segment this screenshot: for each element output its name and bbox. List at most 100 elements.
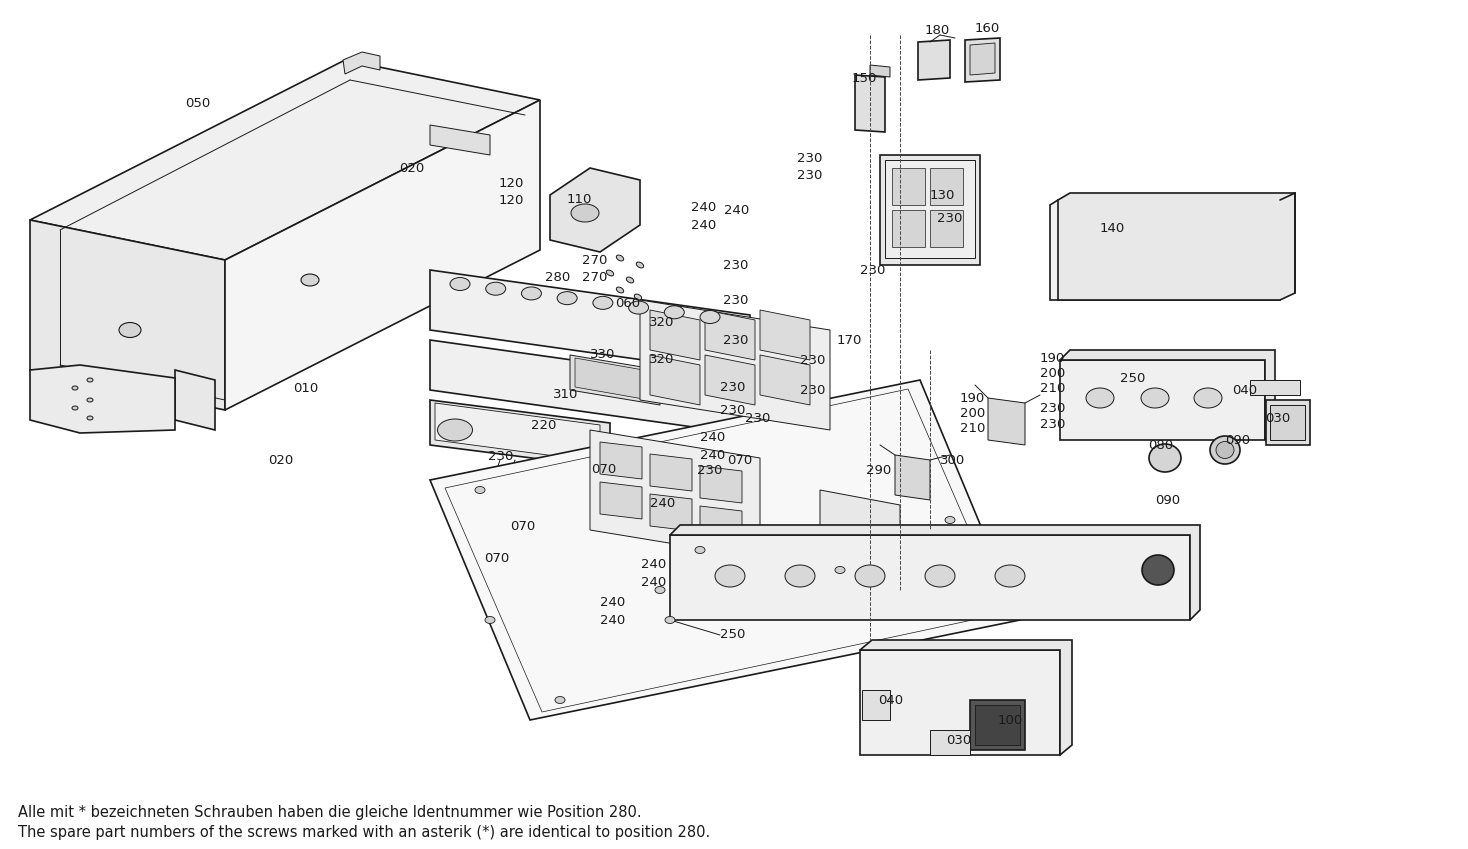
Text: 040: 040 — [878, 694, 903, 706]
Text: 230: 230 — [724, 258, 749, 272]
Polygon shape — [430, 380, 1020, 720]
Text: 250: 250 — [1120, 372, 1145, 385]
Polygon shape — [975, 705, 1020, 745]
Polygon shape — [931, 730, 970, 755]
Polygon shape — [344, 52, 380, 74]
Ellipse shape — [1210, 436, 1240, 464]
Ellipse shape — [627, 277, 634, 283]
Text: 230: 230 — [800, 384, 825, 396]
Polygon shape — [175, 370, 214, 430]
Polygon shape — [29, 220, 225, 410]
Polygon shape — [760, 310, 810, 360]
Text: 050: 050 — [185, 97, 210, 110]
Polygon shape — [225, 100, 540, 410]
Polygon shape — [885, 160, 975, 258]
Text: 230: 230 — [800, 353, 825, 367]
Ellipse shape — [854, 565, 885, 587]
Ellipse shape — [636, 262, 643, 268]
Text: 150: 150 — [851, 71, 878, 85]
Text: 320: 320 — [649, 352, 674, 366]
Text: 230: 230 — [744, 412, 771, 424]
Text: The spare part numbers of the screws marked with an asterik (*) are identical to: The spare part numbers of the screws mar… — [18, 825, 711, 841]
Text: 120: 120 — [499, 177, 524, 189]
Text: 080: 080 — [1148, 438, 1173, 452]
Ellipse shape — [785, 565, 815, 587]
Text: 290: 290 — [866, 464, 891, 476]
Text: 320: 320 — [649, 316, 674, 329]
Polygon shape — [879, 155, 981, 265]
Polygon shape — [918, 40, 950, 80]
Polygon shape — [760, 355, 810, 405]
Text: 200: 200 — [1039, 367, 1066, 380]
Text: 210: 210 — [960, 421, 985, 435]
Polygon shape — [430, 125, 490, 155]
Text: 130: 130 — [931, 188, 956, 201]
Text: 070: 070 — [509, 520, 536, 532]
Polygon shape — [931, 210, 963, 247]
Polygon shape — [862, 690, 890, 720]
Ellipse shape — [571, 204, 599, 222]
Polygon shape — [1060, 350, 1276, 440]
Polygon shape — [893, 210, 925, 247]
Text: 170: 170 — [837, 334, 862, 346]
Text: 270: 270 — [581, 271, 608, 284]
Ellipse shape — [617, 287, 624, 293]
Polygon shape — [29, 60, 540, 260]
Polygon shape — [988, 398, 1025, 445]
Text: 230: 230 — [797, 151, 822, 165]
Ellipse shape — [628, 301, 649, 314]
Text: 070: 070 — [727, 453, 752, 466]
Text: 270: 270 — [581, 254, 608, 267]
Polygon shape — [1060, 360, 1265, 440]
Text: 240: 240 — [691, 200, 716, 213]
Ellipse shape — [617, 255, 624, 261]
Polygon shape — [600, 442, 642, 479]
Polygon shape — [29, 365, 175, 433]
Ellipse shape — [1149, 444, 1180, 472]
Text: 230: 230 — [797, 168, 822, 182]
Ellipse shape — [665, 306, 684, 318]
Ellipse shape — [558, 292, 577, 305]
Text: 090: 090 — [1224, 434, 1251, 447]
Ellipse shape — [521, 287, 542, 300]
Polygon shape — [650, 355, 700, 405]
Text: 240: 240 — [724, 204, 749, 216]
Text: 240: 240 — [700, 448, 725, 462]
Text: 230: 230 — [724, 294, 749, 306]
Ellipse shape — [301, 274, 319, 286]
Text: 230: 230 — [1039, 402, 1066, 414]
Polygon shape — [640, 300, 829, 430]
Text: 240: 240 — [700, 430, 725, 443]
Text: 250: 250 — [719, 628, 746, 642]
Polygon shape — [964, 38, 1000, 82]
Text: 140: 140 — [1100, 222, 1126, 234]
Polygon shape — [700, 506, 741, 543]
Polygon shape — [970, 700, 1025, 750]
Polygon shape — [854, 75, 885, 132]
Text: 230: 230 — [937, 211, 963, 224]
Text: 230: 230 — [1039, 418, 1066, 430]
Text: 220: 220 — [531, 419, 556, 431]
Polygon shape — [1058, 193, 1295, 300]
Ellipse shape — [72, 406, 78, 410]
Text: 190: 190 — [960, 391, 985, 404]
Ellipse shape — [655, 587, 665, 593]
Text: 280: 280 — [545, 271, 570, 284]
Polygon shape — [871, 65, 890, 77]
Ellipse shape — [87, 378, 92, 382]
Ellipse shape — [694, 547, 705, 554]
Text: 230: 230 — [697, 464, 722, 476]
Text: 300: 300 — [940, 453, 966, 466]
Polygon shape — [550, 168, 640, 252]
Ellipse shape — [606, 270, 614, 276]
Text: 070: 070 — [484, 552, 509, 565]
Text: 240: 240 — [600, 615, 625, 627]
Polygon shape — [705, 310, 755, 360]
Ellipse shape — [1142, 555, 1174, 585]
Text: 240: 240 — [650, 497, 675, 509]
Ellipse shape — [476, 486, 484, 493]
Polygon shape — [1265, 400, 1309, 445]
Polygon shape — [931, 168, 963, 205]
Polygon shape — [570, 355, 661, 405]
Polygon shape — [860, 650, 1060, 755]
